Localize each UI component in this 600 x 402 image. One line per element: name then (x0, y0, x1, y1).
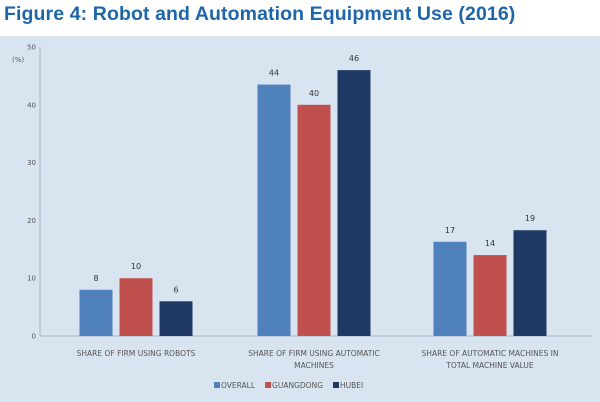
bar-guangdong-1 (297, 104, 331, 336)
legend-label-overall: OVERALL (221, 381, 256, 390)
category-label: SHARE OF FIRM USING ROBOTS (77, 349, 196, 358)
figure-title: Figure 4: Robot and Automation Equipment… (4, 3, 516, 25)
data-label: 17 (445, 226, 455, 235)
category-label: SHARE OF AUTOMATIC MACHINES IN (422, 349, 559, 358)
category-label: TOTAL MACHINE VALUE (445, 361, 534, 370)
bar-guangdong-2 (473, 255, 507, 336)
data-label: 19 (525, 214, 535, 223)
y-tick-label: 10 (27, 275, 36, 283)
data-label: 46 (349, 54, 359, 63)
data-label: 6 (173, 285, 178, 294)
y-tick-label: 30 (27, 159, 36, 167)
legend-swatch-guangdong (265, 382, 272, 388)
bar-overall-2 (433, 241, 467, 336)
y-unit-label: (%) (12, 56, 24, 64)
data-label: 14 (485, 239, 495, 248)
y-tick-label: 40 (27, 101, 36, 109)
bar-hubei-1 (337, 70, 371, 336)
y-tick-label: 50 (27, 44, 36, 52)
data-label: 40 (309, 89, 319, 98)
bar-hubei-2 (513, 230, 547, 336)
data-label: 44 (269, 69, 279, 78)
y-tick-label: 20 (27, 217, 36, 225)
legend-swatch-hubei (333, 382, 340, 388)
y-tick-label: 0 (32, 333, 36, 341)
legend-label-guangdong: GUANGDONG (272, 381, 323, 390)
legend-label-hubei: HUBEI (340, 381, 363, 390)
bar-overall-0 (79, 289, 113, 336)
bar-overall-1 (257, 84, 291, 336)
bar-chart: 0 10 20 30 40 50(%) 8 44 17 10 40 14 6 46 19 SHARE OF F… (12, 44, 592, 390)
category-label: MACHINES (294, 361, 334, 370)
bar-hubei-0 (159, 301, 193, 336)
category-label: SHARE OF FIRM USING AUTOMATIC (248, 349, 379, 358)
legend-swatch-overall (214, 382, 220, 388)
data-label: 10 (131, 262, 141, 271)
bar-guangdong-0 (119, 278, 153, 336)
data-label: 8 (93, 274, 98, 283)
